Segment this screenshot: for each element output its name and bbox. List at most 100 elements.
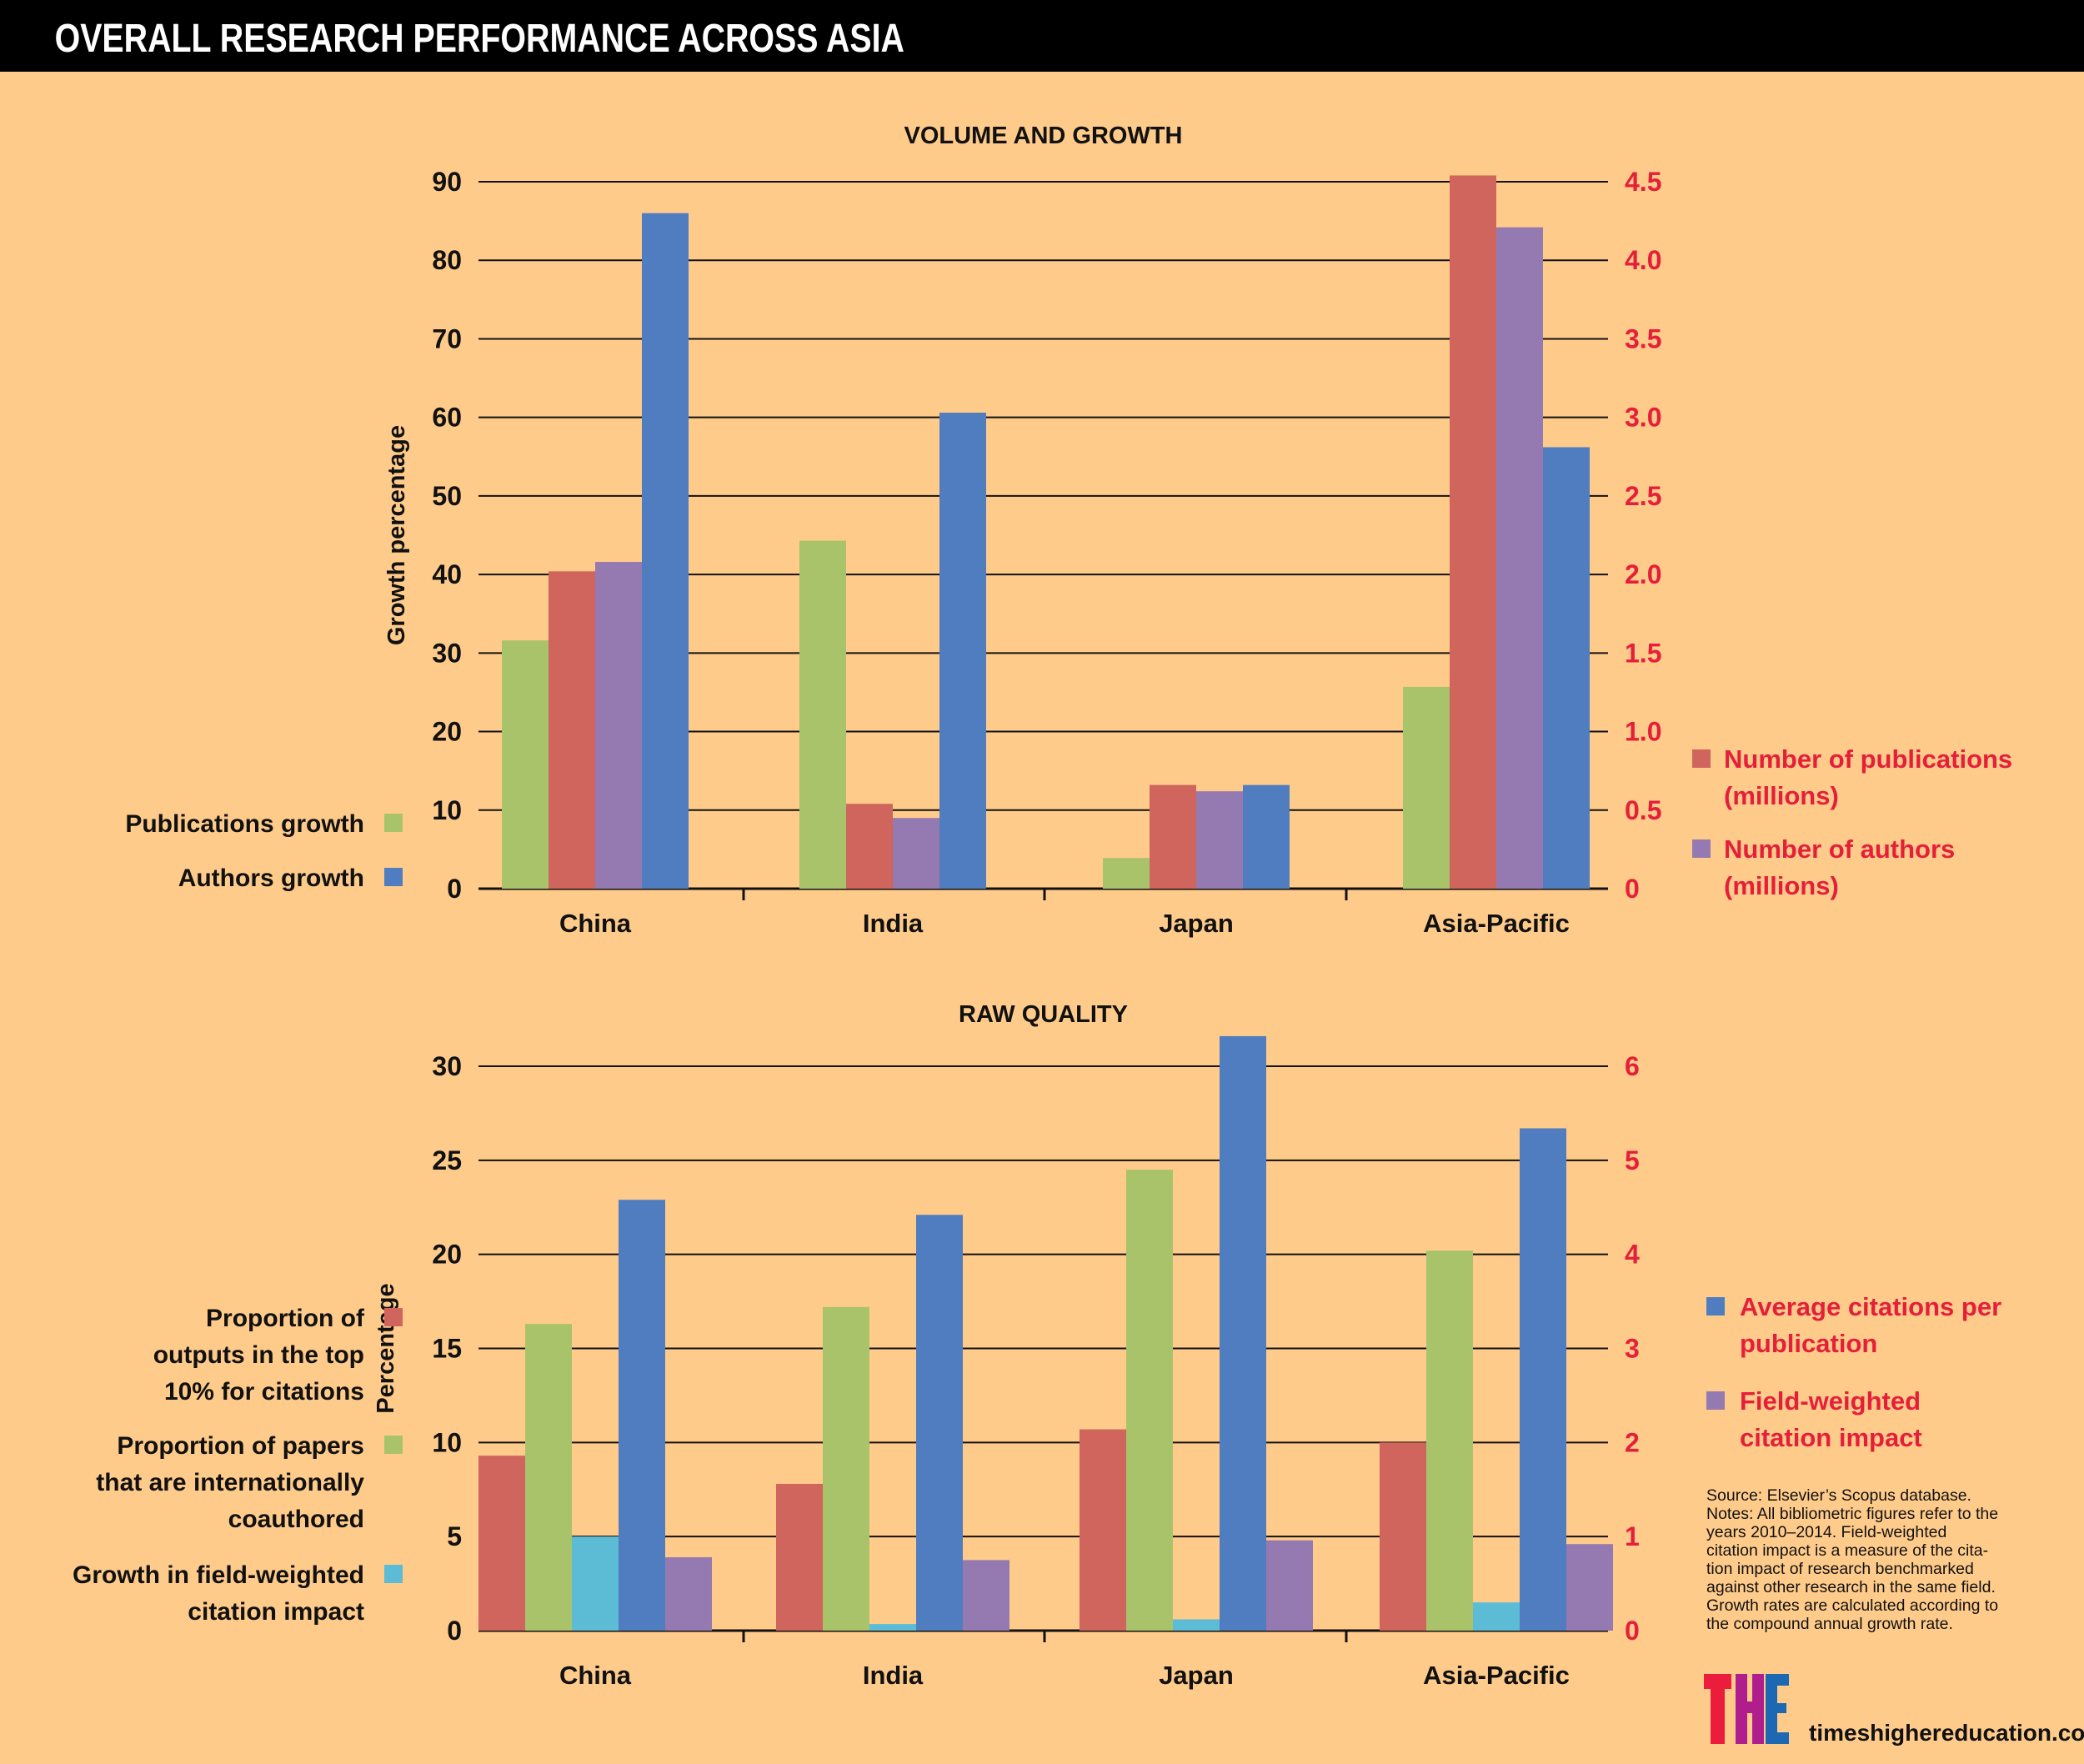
legend-swatch xyxy=(1706,1297,1725,1315)
legend-label: Number of authors xyxy=(1724,834,1955,864)
y-tick-label: 60 xyxy=(432,403,462,433)
y-tick-label: 0 xyxy=(447,874,462,904)
y-tick-label: 0 xyxy=(447,1616,462,1646)
note-line: the compound annual growth rate. xyxy=(1706,1615,1953,1633)
legend-label: Authors growth xyxy=(178,864,364,892)
y-axis-label: Growth percentage xyxy=(383,425,410,645)
y-tick-label: 50 xyxy=(432,481,462,511)
bar-num-authors xyxy=(1196,791,1243,889)
x-category-label: Asia-Pacific xyxy=(1423,1661,1570,1690)
bar-num-publications xyxy=(776,1483,823,1631)
bar-authors-growth xyxy=(916,1215,963,1631)
note-line: against other research in the same field… xyxy=(1706,1578,1996,1596)
bar-authors-growth xyxy=(642,213,689,889)
legend-swatch xyxy=(1692,839,1711,858)
y2-tick-label: 3 xyxy=(1625,1334,1640,1364)
bar-num-publications xyxy=(478,1456,525,1631)
source-notes: Source: Elsevier’s Scopus database. Note… xyxy=(1706,1486,1998,1633)
x-category-label: China xyxy=(559,909,632,938)
bar-num-authors xyxy=(665,1556,712,1631)
legend-label: Proportion of papers xyxy=(117,1432,364,1460)
bar-fwci-growth xyxy=(1473,1602,1520,1631)
bar-num-publications xyxy=(549,571,595,889)
bar-num-publications xyxy=(1380,1442,1426,1631)
y-tick-label: 15 xyxy=(432,1334,462,1364)
volume-growth-chart: VOLUME AND GROWTH 0 10 20 30 40 50 60 70 80 90 0 0.5… xyxy=(125,123,2012,938)
y2-tick-label: 1.5 xyxy=(1625,638,1661,668)
bar-authors-growth xyxy=(1543,447,1590,889)
legend-swatch xyxy=(384,814,403,832)
raw-quality-chart: RAW QUALITY 0 5 10 15 20 25 30 0 1 2 3 4 5 6 Percentage… xyxy=(73,1001,2001,1690)
page-title: OVERALL RESEARCH PERFORMANCE ACROSS ASIA xyxy=(55,16,904,61)
bar-num-authors xyxy=(893,818,939,889)
y2-tick-label: 3.5 xyxy=(1625,323,1661,353)
legend-label: (millions) xyxy=(1724,871,1839,900)
bar-authors-growth xyxy=(939,413,986,890)
legend-label: Proportion of xyxy=(206,1305,365,1332)
bar-fwci-growth xyxy=(1173,1619,1220,1631)
y2-tick-label: 0.5 xyxy=(1625,795,1661,825)
legend-label: Field-weighted xyxy=(1740,1386,1921,1416)
y2-tick-label: 5 xyxy=(1625,1145,1640,1175)
y2-tick-label: 1 xyxy=(1625,1521,1640,1551)
website-link[interactable]: timeshighereducation.com xyxy=(1809,1720,2084,1746)
y-tick-label: 10 xyxy=(432,795,462,825)
y2-tick-label: 0 xyxy=(1625,1616,1640,1646)
legend-label: Average citations per xyxy=(1740,1292,2001,1321)
bar-authors-growth xyxy=(1220,1035,1266,1631)
note-line: citation impact is a measure of the cita… xyxy=(1706,1541,1988,1560)
y-tick-label: 20 xyxy=(432,1240,462,1270)
x-category-label: China xyxy=(559,1661,632,1690)
bar-publications-growth xyxy=(1126,1170,1173,1631)
x-category-label: India xyxy=(863,1661,924,1690)
bar-num-publications xyxy=(1080,1429,1126,1631)
legend-swatch xyxy=(384,1565,403,1583)
y2-tick-label: 2.5 xyxy=(1625,481,1661,511)
legend-swatch xyxy=(384,1308,403,1326)
y-tick-label: 25 xyxy=(432,1145,462,1175)
bar-publications-growth xyxy=(525,1324,572,1631)
legend-swatch xyxy=(384,1436,403,1454)
chart-title: RAW QUALITY xyxy=(959,1001,1128,1028)
legend-swatch xyxy=(384,868,403,886)
legend-swatch xyxy=(1706,1391,1725,1410)
the-logo xyxy=(1704,1674,1789,1744)
bar-num-authors xyxy=(1566,1544,1613,1631)
bar-num-authors xyxy=(963,1560,1009,1631)
note-line: Source: Elsevier’s Scopus database. xyxy=(1706,1486,1971,1505)
legend-label: Publications growth xyxy=(125,810,364,838)
bar-num-publications xyxy=(1150,784,1196,889)
y2-tick-label: 1.0 xyxy=(1625,717,1661,747)
y-tick-label: 30 xyxy=(432,638,462,668)
note-line: years 2010–2014. Field-weighted xyxy=(1706,1523,1946,1541)
y2-tick-label: 6 xyxy=(1625,1051,1640,1081)
legend-label: (millions) xyxy=(1724,781,1839,810)
y-tick-label: 10 xyxy=(432,1427,462,1457)
x-category-label: Japan xyxy=(1159,1661,1234,1690)
bar-fwci-growth xyxy=(572,1536,619,1631)
bar-num-authors xyxy=(1266,1540,1313,1631)
chart-title: VOLUME AND GROWTH xyxy=(904,123,1182,149)
legend-label: 10% for citations xyxy=(164,1378,364,1406)
legend-label: Number of publications xyxy=(1724,744,2012,774)
bar-publications-growth xyxy=(799,540,846,889)
y-tick-label: 90 xyxy=(432,167,462,197)
y-tick-label: 5 xyxy=(447,1521,462,1551)
bar-publications-growth xyxy=(823,1306,869,1631)
x-category-label: Japan xyxy=(1159,909,1234,938)
legend-label: coauthored xyxy=(228,1506,364,1533)
bar-num-publications xyxy=(846,804,893,889)
y-axis-label: Percentage xyxy=(373,1283,399,1413)
y2-tick-label: 2 xyxy=(1625,1427,1640,1457)
bar-publications-growth xyxy=(1426,1250,1473,1631)
y-tick-label: 40 xyxy=(432,559,462,589)
bar-num-authors xyxy=(1496,227,1543,889)
note-line: Growth rates are calculated according to xyxy=(1706,1596,1998,1615)
title-bar xyxy=(0,0,2084,72)
bar-publications-growth xyxy=(1103,858,1150,889)
y-tick-label: 20 xyxy=(432,717,462,747)
y2-tick-label: 4 xyxy=(1625,1240,1640,1270)
note-line: Notes: All bibliometric figures refer to… xyxy=(1706,1505,1998,1523)
